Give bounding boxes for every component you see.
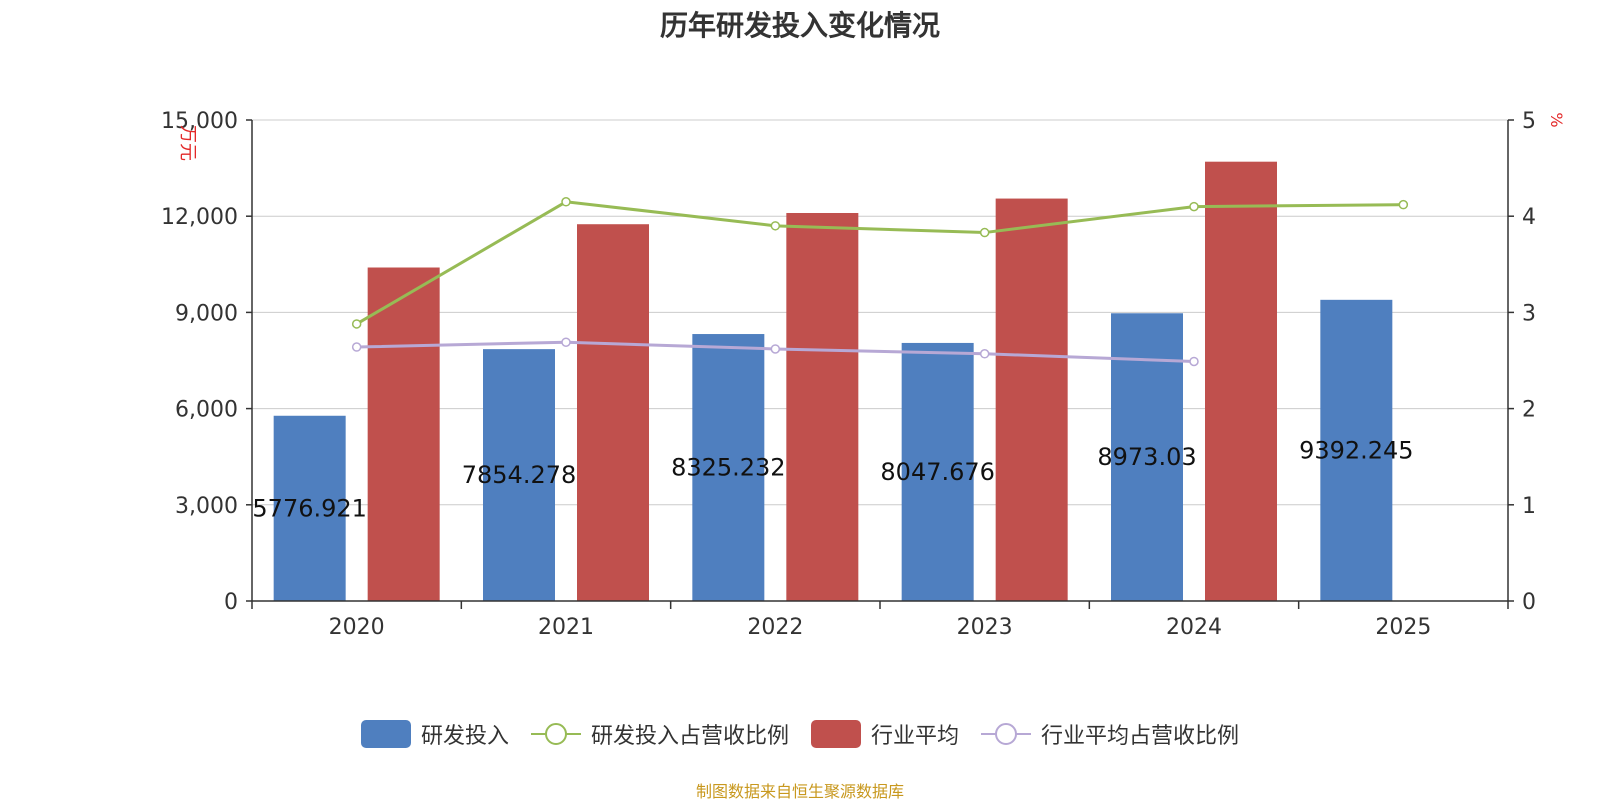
- x-tick-label: 2022: [747, 615, 803, 640]
- line-point: [979, 227, 990, 238]
- source-note: 制图数据来自恒生聚源数据库: [695, 782, 904, 801]
- data-label: 5776.921: [252, 494, 367, 522]
- data-label: 7854.278: [462, 461, 577, 489]
- series-line: [355, 200, 1404, 326]
- y-right-tick-label: 2: [1522, 398, 1536, 423]
- y-left-tick-label: 9,000: [175, 301, 238, 326]
- chart-title: 历年研发投入变化情况: [659, 9, 940, 42]
- data-label: 9392.245: [1299, 436, 1414, 464]
- x-tick-label: 2020: [329, 615, 385, 640]
- bar: [483, 349, 555, 601]
- line-point: [1398, 199, 1409, 210]
- legend-label: 行业平均: [871, 724, 960, 749]
- data-label: 8325.232: [671, 454, 786, 482]
- legend-label: 研发投入占营收比例: [590, 724, 789, 749]
- y-right-tick-label: 5: [1522, 109, 1536, 134]
- legend-item-industry-average[interactable]: 行业平均: [811, 718, 959, 750]
- bars: [273, 161, 1393, 602]
- bar: [1205, 161, 1277, 602]
- data-labels: 5776.921 7854.278 8325.232 8047.676 8973.03 9…: [252, 436, 1413, 522]
- line-point: [1189, 356, 1199, 367]
- bar: [367, 267, 440, 601]
- legend-swatch-bar-red: [811, 720, 861, 748]
- y-right-tick-label: 1: [1522, 494, 1536, 519]
- grid-lines: [252, 119, 1508, 506]
- y-right-unit-label: %: [1547, 112, 1566, 127]
- line-point: [351, 342, 362, 352]
- y-right-tick-label: 4: [1522, 205, 1536, 230]
- bar: [577, 224, 649, 601]
- line-point: [770, 221, 781, 231]
- bar: [273, 415, 346, 601]
- y-left-tick-label: 6,000: [175, 398, 238, 423]
- y-left-tick-label: 12,000: [161, 205, 238, 230]
- line-point: [351, 319, 362, 329]
- bar: [786, 212, 859, 601]
- y-left-unit-label: 万元: [177, 125, 198, 161]
- data-label: 8973.03: [1097, 443, 1196, 471]
- bar: [1320, 299, 1393, 601]
- legend-label: 研发投入: [420, 724, 509, 749]
- line-point: [979, 349, 990, 359]
- y-left-tick-label: 3,000: [175, 494, 238, 519]
- y-left-tick-label: 15,000: [161, 109, 238, 134]
- line-point: [561, 197, 571, 207]
- axes: 0 3,000 6,000 9,000 12,000 15,000 0 1 2 3 4 5 2020 20…: [161, 109, 1536, 640]
- x-tick-label: 2024: [1166, 615, 1222, 640]
- legend-item-industry-ratio[interactable]: 行业平均占营收比例: [981, 718, 1239, 750]
- legend-item-rd-investment[interactable]: 研发投入: [360, 718, 509, 750]
- legend: 研发投入 研发投入占营收比例 行业平均 行业平均占营收比例: [0, 718, 1600, 750]
- line-point: [770, 344, 781, 354]
- legend-swatch-line-purple: [981, 723, 1032, 745]
- line-point: [1189, 201, 1199, 212]
- x-tick-label: 2021: [538, 615, 594, 640]
- x-tick-label: 2023: [957, 615, 1013, 640]
- y-right-tick-label: 3: [1522, 301, 1536, 326]
- legend-swatch-bar-blue: [360, 720, 411, 748]
- data-label: 8047.676: [880, 458, 995, 486]
- x-tick-label: 2025: [1375, 615, 1431, 640]
- y-left-tick-label: 0: [224, 590, 238, 615]
- series-lines: [351, 197, 1409, 367]
- bar: [901, 342, 974, 601]
- line-point: [561, 337, 571, 347]
- legend-label: 行业平均占营收比例: [1041, 724, 1240, 749]
- legend-swatch-line-green: [530, 723, 581, 745]
- legend-item-rd-ratio[interactable]: 研发投入占营收比例: [530, 718, 789, 750]
- y-right-tick-label: 0: [1522, 590, 1536, 615]
- bar: [692, 334, 765, 601]
- bar: [995, 198, 1068, 601]
